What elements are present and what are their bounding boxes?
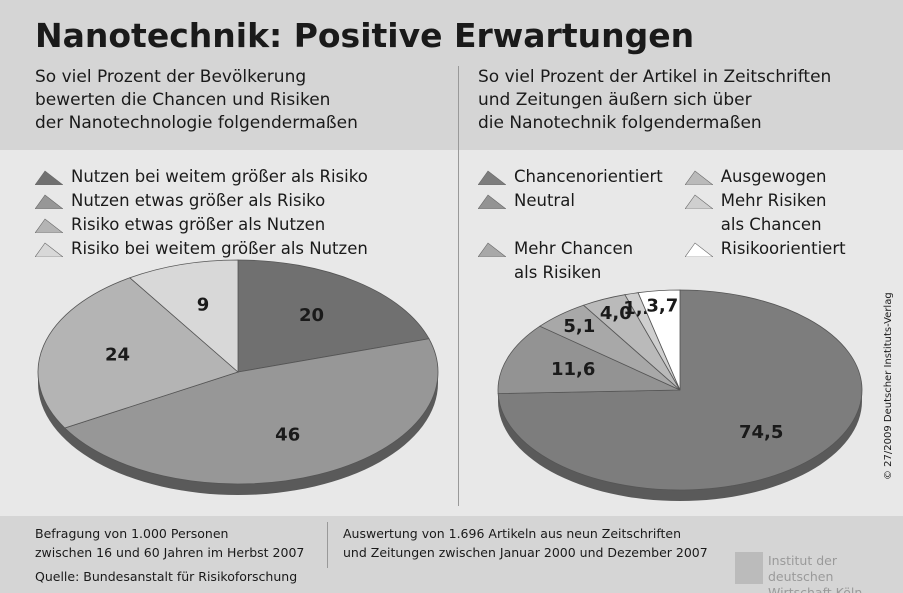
legend-item: Risikoorientiert [684,237,846,285]
legend-icon [684,194,713,209]
legend-swatch [684,242,713,257]
data-label: 74,5 [739,422,783,443]
data-label: 20 [299,305,324,326]
footnote: Auswertung von 1.696 Artikeln aus neun Z… [343,526,708,560]
title: Nanotechnik: Positive Erwartungen [35,16,695,55]
legend-label: Mehr Risiken als Chancen [720,191,827,234]
data-label: 3,7 [646,296,678,317]
legend-icon [35,194,63,209]
legend-label: Chancenorientiert [514,167,663,186]
legend-item: Mehr Chancen als Risiken [478,237,663,285]
data-label: 46 [275,425,300,446]
pie-slice [37,277,239,429]
pie-slice [129,259,239,373]
pie-slice [637,289,681,391]
legend-swatch [684,170,713,185]
legend-icon [35,218,63,233]
legend-item: Neutral [478,189,663,237]
pie-slice [64,338,439,485]
data-label: 4,0 [600,303,632,324]
legend-item: Chancenorientiert [478,165,663,189]
data-label: 11,6 [551,359,595,380]
divider [327,522,328,568]
header-band [0,0,903,150]
legend-label: Risiko bei weitem größer als Nutzen [71,239,368,258]
data-label: 9 [197,294,210,315]
legend-label: Neutral [514,191,575,210]
pie-slice [237,259,430,373]
legend-swatch [684,194,713,209]
subtitle: So viel Prozent der Artikel in Zeitschri… [478,67,832,133]
copyright: © 27/2009 Deutscher Instituts-Verlag [883,292,894,480]
legend-icon [478,194,506,209]
logo: Institut der deutschen Wirtschaft Köln [768,553,863,593]
legend-swatch [35,170,63,185]
legend-label: Ausgewogen [720,167,827,186]
legend: Chancenorientiert Neutral Mehr Chancen als… [478,165,846,285]
legend-swatch [478,242,506,257]
legend-label: Risiko etwas größer als Nutzen [71,215,326,234]
legend-item: Nutzen bei weitem größer als Risiko [35,165,368,189]
legend-label: Risikoorientiert [720,239,846,258]
legend-icon [35,170,63,185]
legend-label: Mehr Chancen als Risiken [514,239,634,282]
legend-item: Mehr Risiken als Chancen [684,189,846,237]
legend-swatch [478,194,506,209]
legend-icon [35,242,63,257]
data-label: 24 [105,345,130,366]
legend-item: Risiko etwas größer als Nutzen [35,213,368,237]
legend-item: Nutzen etwas größer als Risiko [35,189,368,213]
source: Quelle: Bundesanstalt für Risikoforschun… [35,569,298,584]
legend-swatch [478,170,506,185]
legend-swatch [35,242,63,257]
data-label: 5,1 [563,316,595,337]
legend-item: Risiko bei weitem größer als Nutzen [35,237,368,261]
pie-slice [497,325,681,395]
legend-label: Nutzen bei weitem größer als Risiko [71,167,368,186]
divider [458,66,459,506]
legend-icon [684,170,713,185]
legend-icon [684,242,713,257]
legend-swatch [35,218,63,233]
legend-item: Ausgewogen [684,165,846,189]
legend: Nutzen bei weitem größer als Risiko Nutze… [35,165,368,261]
legend-swatch [35,194,63,209]
footnote: Befragung von 1.000 Personen zwischen 16… [35,526,305,560]
legend-icon [478,170,506,185]
logo-mark [735,552,763,584]
legend-label: Nutzen etwas größer als Risiko [71,191,326,210]
subtitle: So viel Prozent der Bevölkerung bewerten… [35,67,358,133]
legend-icon [478,242,506,257]
